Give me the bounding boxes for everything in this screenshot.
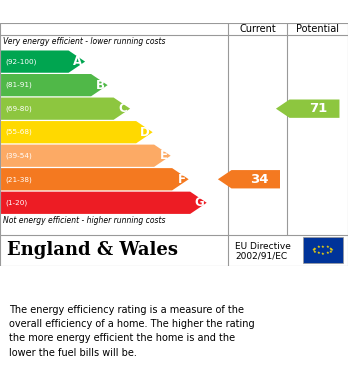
Text: ★: ★ [329, 250, 332, 254]
Polygon shape [1, 192, 207, 214]
Text: ★: ★ [329, 247, 332, 251]
Text: (21-38): (21-38) [5, 176, 32, 183]
Text: EU Directive: EU Directive [235, 242, 291, 251]
Text: Very energy efficient - lower running costs: Very energy efficient - lower running co… [3, 37, 165, 46]
Polygon shape [1, 74, 108, 96]
Text: B: B [96, 79, 105, 91]
Polygon shape [1, 168, 189, 190]
Polygon shape [1, 121, 153, 143]
Polygon shape [276, 99, 339, 118]
Polygon shape [1, 50, 85, 73]
Text: ★: ★ [330, 248, 334, 252]
Text: (1-20): (1-20) [5, 199, 27, 206]
Text: Potential: Potential [296, 24, 339, 34]
Polygon shape [218, 170, 280, 188]
Text: Current: Current [239, 24, 276, 34]
Text: (69-80): (69-80) [5, 106, 32, 112]
Text: (81-91): (81-91) [5, 82, 32, 88]
Text: ★: ★ [313, 247, 317, 251]
Bar [303, 237, 343, 264]
Text: ★: ★ [325, 246, 329, 249]
Text: 34: 34 [250, 173, 268, 186]
Text: ★: ★ [312, 248, 316, 252]
Text: ★: ★ [316, 251, 320, 255]
Text: ★: ★ [316, 246, 320, 249]
Text: F: F [178, 173, 186, 186]
Text: (39-54): (39-54) [5, 152, 32, 159]
Text: D: D [140, 126, 150, 139]
Polygon shape [1, 97, 130, 120]
Text: 71: 71 [309, 102, 327, 115]
Text: (92-100): (92-100) [5, 58, 37, 65]
Text: The energy efficiency rating is a measure of the
overall efficiency of a home. T: The energy efficiency rating is a measur… [9, 305, 254, 358]
Text: ★: ★ [321, 245, 325, 249]
Text: 2002/91/EC: 2002/91/EC [235, 252, 287, 261]
Text: Energy Efficiency Rating: Energy Efficiency Rating [9, 4, 230, 19]
Text: ★: ★ [321, 251, 325, 255]
Text: England & Wales: England & Wales [7, 241, 178, 259]
Text: A: A [73, 55, 82, 68]
Text: ★: ★ [325, 251, 329, 255]
Text: Not energy efficient - higher running costs: Not energy efficient - higher running co… [3, 215, 165, 224]
Polygon shape [1, 145, 171, 167]
Text: G: G [194, 196, 204, 209]
Text: (55-68): (55-68) [5, 129, 32, 135]
Text: C: C [119, 102, 127, 115]
Text: E: E [160, 149, 168, 162]
Text: ★: ★ [313, 250, 317, 254]
